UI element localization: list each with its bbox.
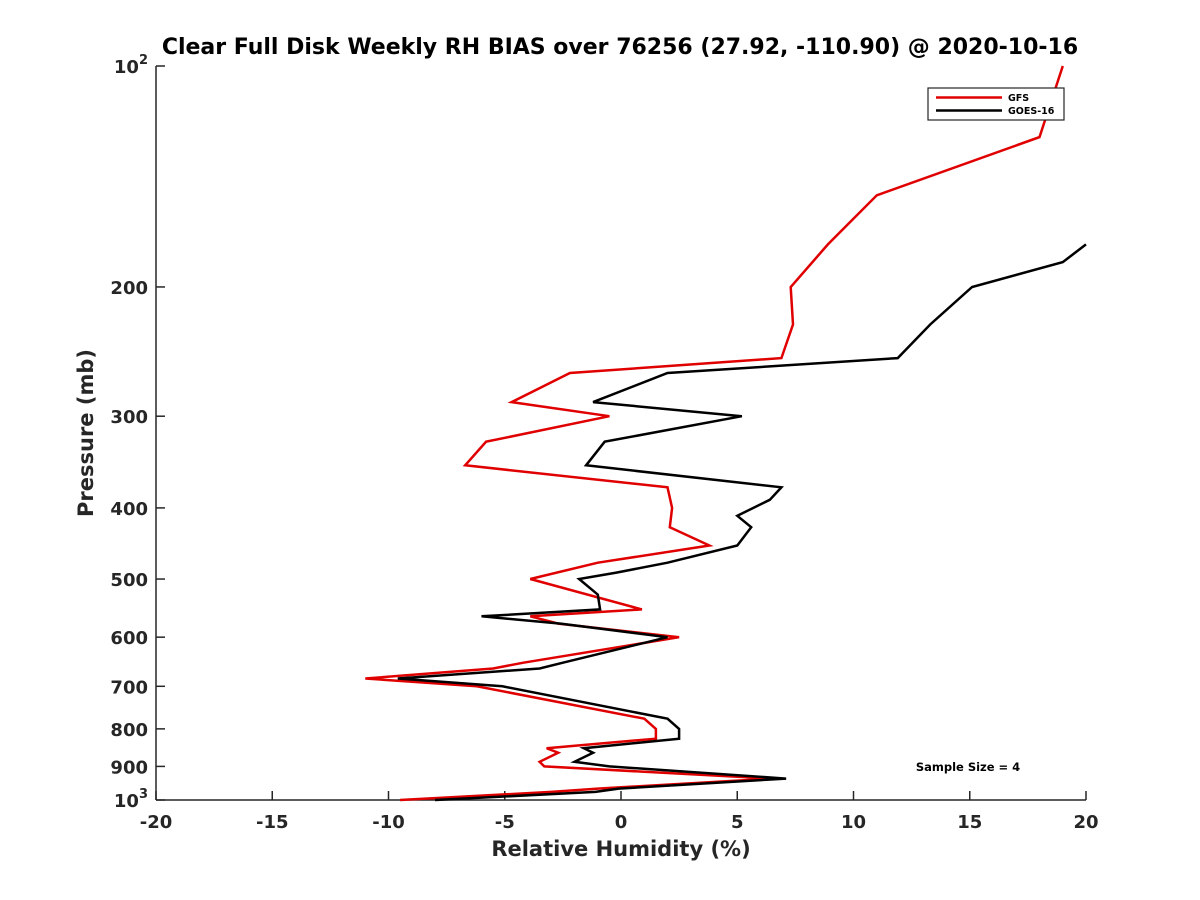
plot-axes xyxy=(155,66,1086,801)
y-tick-label: 500 xyxy=(110,570,148,591)
series-line-goes-16 xyxy=(397,243,1087,802)
y-tick-label: 900 xyxy=(110,757,148,778)
y-axis-label: Pressure (mb) xyxy=(74,349,98,517)
y-tick-label-exponent: 3 xyxy=(139,787,148,802)
y-tick-label-base: 900 xyxy=(110,757,148,778)
y-tick-label-base: 800 xyxy=(110,720,148,741)
y-tick-label-base: 500 xyxy=(110,570,148,591)
x-tick-label: -10 xyxy=(372,812,405,833)
x-tick-label: 15 xyxy=(957,812,982,833)
y-tick-label: 800 xyxy=(110,720,148,741)
x-tick-label: 5 xyxy=(731,812,744,833)
x-axis-label: Relative Humidity (%) xyxy=(491,837,750,861)
x-tick-label: 20 xyxy=(1073,812,1098,833)
y-tick-label-base: 10 xyxy=(114,57,139,78)
series-layer xyxy=(365,65,1087,802)
y-tick-label-base: 200 xyxy=(110,278,148,299)
y-tick-label: 103 xyxy=(114,787,148,812)
y-tick-label-base: 300 xyxy=(110,407,148,428)
x-ticks: -20 -15 -10 -5 0 5 10 15 20 xyxy=(140,791,1099,833)
y-tick-label-base: 600 xyxy=(110,628,148,649)
x-tick-label: -15 xyxy=(256,812,289,833)
sample-size-annotation: Sample Size = 4 xyxy=(916,760,1020,774)
y-tick-label: 400 xyxy=(110,499,148,520)
legend-label-goes16: GOES-16 xyxy=(1008,106,1055,117)
y-tick-label-exponent: 2 xyxy=(139,53,148,68)
y-tick-label: 600 xyxy=(110,628,148,649)
legend-label-gfs: GFS xyxy=(1008,93,1029,104)
y-tick-label: 200 xyxy=(110,278,148,299)
y-tick-label-base: 10 xyxy=(114,791,139,812)
series-line-gfs xyxy=(365,65,1064,802)
y-tick-label: 102 xyxy=(114,53,148,78)
x-tick-label: -20 xyxy=(140,812,173,833)
legend: GFS GOES-16 xyxy=(927,87,1065,121)
x-tick-label: 0 xyxy=(615,812,628,833)
x-tick-label: 10 xyxy=(841,812,866,833)
x-tick-label: -5 xyxy=(495,812,515,833)
y-tick-label: 700 xyxy=(110,677,148,698)
y-tick-label: 300 xyxy=(110,407,148,428)
legend-box xyxy=(927,87,1065,121)
y-tick-label-base: 400 xyxy=(110,499,148,520)
chart-title: Clear Full Disk Weekly RH BIAS over 7625… xyxy=(162,35,1078,60)
y-tick-label-base: 700 xyxy=(110,677,148,698)
